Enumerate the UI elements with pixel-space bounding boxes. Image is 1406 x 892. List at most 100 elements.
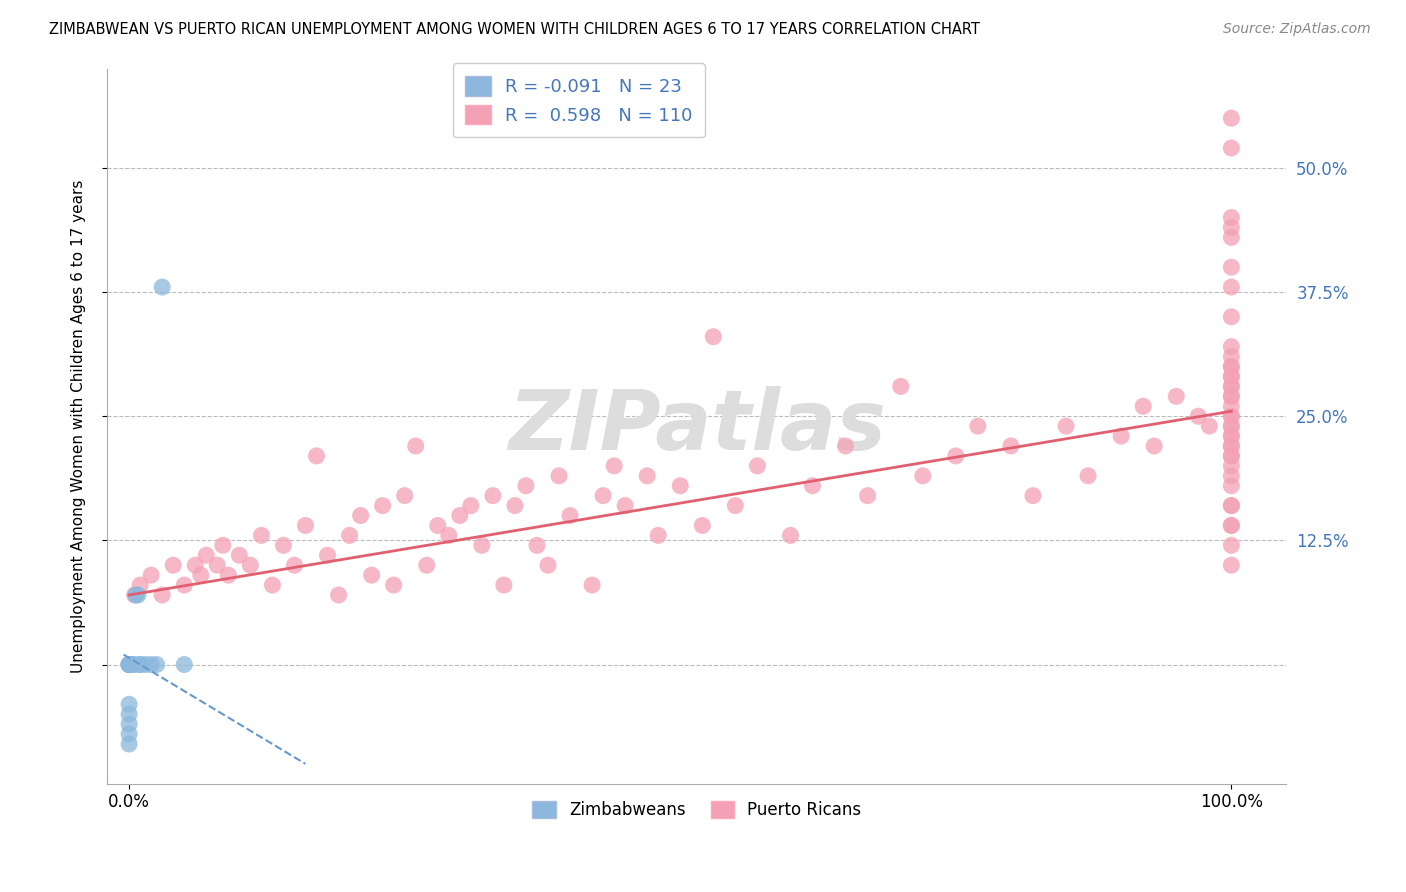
- Point: [1054, 419, 1077, 434]
- Point: [405, 439, 427, 453]
- Point: [1220, 538, 1243, 552]
- Text: ZIMBABWEAN VS PUERTO RICAN UNEMPLOYMENT AMONG WOMEN WITH CHILDREN AGES 6 TO 17 Y: ZIMBABWEAN VS PUERTO RICAN UNEMPLOYMENT …: [49, 22, 980, 37]
- Point: [614, 499, 637, 513]
- Point: [118, 657, 141, 672]
- Point: [558, 508, 581, 523]
- Point: [636, 468, 658, 483]
- Point: [1220, 141, 1243, 155]
- Point: [1220, 499, 1243, 513]
- Point: [1000, 439, 1022, 453]
- Point: [1220, 399, 1243, 413]
- Point: [1187, 409, 1209, 424]
- Point: [135, 657, 157, 672]
- Point: [118, 737, 141, 751]
- Point: [890, 379, 912, 393]
- Point: [124, 657, 146, 672]
- Point: [1220, 479, 1243, 493]
- Point: [416, 558, 439, 573]
- Point: [328, 588, 350, 602]
- Text: ZIPatlas: ZIPatlas: [508, 385, 886, 467]
- Point: [1220, 518, 1243, 533]
- Point: [173, 578, 195, 592]
- Point: [1220, 359, 1243, 374]
- Point: [1220, 389, 1243, 403]
- Point: [1220, 419, 1243, 434]
- Point: [503, 499, 526, 513]
- Point: [856, 489, 879, 503]
- Point: [125, 588, 148, 602]
- Point: [118, 717, 141, 731]
- Point: [1220, 499, 1243, 513]
- Point: [548, 468, 571, 483]
- Point: [449, 508, 471, 523]
- Point: [141, 657, 163, 672]
- Point: [382, 578, 405, 592]
- Point: [1022, 489, 1045, 503]
- Point: [1220, 409, 1243, 424]
- Point: [1220, 419, 1243, 434]
- Point: [273, 538, 295, 552]
- Point: [779, 528, 801, 542]
- Point: [724, 499, 747, 513]
- Point: [1220, 429, 1243, 443]
- Point: [145, 657, 167, 672]
- Point: [1198, 419, 1220, 434]
- Point: [150, 280, 173, 294]
- Legend: Zimbabweans, Puerto Ricans: Zimbabweans, Puerto Ricans: [526, 794, 868, 825]
- Point: [124, 588, 146, 602]
- Point: [1220, 429, 1243, 443]
- Point: [603, 458, 626, 473]
- Point: [118, 657, 141, 672]
- Point: [1220, 280, 1243, 294]
- Point: [647, 528, 669, 542]
- Point: [1220, 468, 1243, 483]
- Point: [129, 657, 152, 672]
- Y-axis label: Unemployment Among Women with Children Ages 6 to 17 years: Unemployment Among Women with Children A…: [72, 179, 86, 673]
- Point: [1220, 439, 1243, 453]
- Point: [1220, 449, 1243, 463]
- Point: [1220, 439, 1243, 453]
- Point: [1220, 379, 1243, 393]
- Point: [127, 588, 149, 602]
- Point: [239, 558, 262, 573]
- Point: [1220, 379, 1243, 393]
- Point: [118, 727, 141, 741]
- Point: [526, 538, 548, 552]
- Point: [118, 657, 141, 672]
- Point: [141, 568, 163, 582]
- Point: [460, 499, 482, 513]
- Point: [262, 578, 284, 592]
- Point: [1220, 260, 1243, 275]
- Point: [426, 518, 449, 533]
- Point: [945, 449, 967, 463]
- Point: [173, 657, 195, 672]
- Point: [120, 657, 142, 672]
- Point: [747, 458, 769, 473]
- Point: [118, 707, 141, 722]
- Point: [1166, 389, 1188, 403]
- Point: [1220, 458, 1243, 473]
- Point: [492, 578, 515, 592]
- Point: [537, 558, 560, 573]
- Point: [250, 528, 273, 542]
- Point: [1220, 350, 1243, 364]
- Point: [702, 329, 724, 343]
- Point: [1220, 449, 1243, 463]
- Point: [690, 518, 713, 533]
- Point: [211, 538, 233, 552]
- Point: [195, 548, 218, 562]
- Point: [360, 568, 382, 582]
- Point: [371, 499, 394, 513]
- Point: [162, 558, 184, 573]
- Point: [437, 528, 460, 542]
- Point: [294, 518, 316, 533]
- Point: [515, 479, 537, 493]
- Point: [129, 578, 152, 592]
- Point: [581, 578, 603, 592]
- Point: [592, 489, 614, 503]
- Point: [1220, 211, 1243, 225]
- Point: [305, 449, 328, 463]
- Point: [1220, 369, 1243, 384]
- Point: [1220, 409, 1243, 424]
- Point: [911, 468, 934, 483]
